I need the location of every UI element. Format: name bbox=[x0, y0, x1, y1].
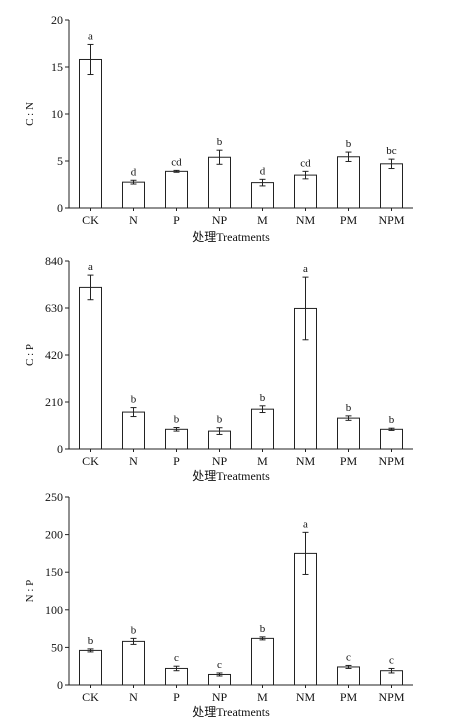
significance-letter: b bbox=[131, 624, 137, 636]
significance-letter: d bbox=[260, 165, 266, 177]
y-tick-label: 50 bbox=[51, 640, 63, 654]
x-tick-label: NM bbox=[296, 213, 316, 227]
bar bbox=[337, 666, 360, 686]
significance-letter: d bbox=[131, 166, 137, 178]
x-tick-label: NM bbox=[296, 690, 316, 704]
x-tick-label: NM bbox=[296, 454, 316, 468]
significance-letter: c bbox=[217, 659, 222, 671]
bar bbox=[380, 163, 403, 209]
x-tick-label: CK bbox=[82, 213, 99, 227]
chart-panel-cp: C : P 处理Treatments 0 210 420 630 840 a CK b Nb Pb… bbox=[24, 254, 413, 483]
y-tick-label: 630 bbox=[45, 301, 63, 315]
bar bbox=[337, 156, 360, 209]
significance-letter: a bbox=[88, 261, 93, 273]
bar bbox=[251, 182, 274, 209]
significance-letter: a bbox=[88, 30, 93, 42]
y-tick-label: 200 bbox=[45, 528, 63, 542]
y-tick-label: 15 bbox=[51, 60, 63, 74]
bar bbox=[294, 174, 317, 209]
chart-panel-cn: C : N 处理Treatments 0 5 10 15 20 a CK d Ncd Pb NP d M… bbox=[24, 13, 413, 244]
y-tick-label: 5 bbox=[57, 154, 63, 168]
bar bbox=[79, 286, 102, 450]
bar bbox=[251, 637, 274, 686]
bar bbox=[165, 170, 188, 209]
x-tick-label: N bbox=[129, 213, 138, 227]
significance-letter: b bbox=[389, 414, 395, 426]
y-tick-label: 10 bbox=[51, 107, 63, 121]
x-tick-label: NP bbox=[212, 454, 228, 468]
y-tick-label: 20 bbox=[51, 13, 63, 27]
bar bbox=[208, 156, 231, 209]
bar bbox=[165, 428, 188, 450]
bar bbox=[122, 411, 145, 450]
y-tick-label: 250 bbox=[45, 490, 63, 504]
x-tick-label: M bbox=[257, 690, 268, 704]
x-tick-label: PM bbox=[340, 454, 358, 468]
y-tick-label: 420 bbox=[45, 348, 63, 362]
significance-letter: b bbox=[88, 635, 94, 647]
x-tick-label: NP bbox=[212, 213, 228, 227]
significance-letter: b bbox=[260, 623, 266, 635]
x-axis-label: 处理Treatments bbox=[192, 469, 270, 483]
bar bbox=[122, 181, 145, 209]
x-tick-label: NP bbox=[212, 690, 228, 704]
bar bbox=[380, 428, 403, 450]
bar bbox=[251, 408, 274, 450]
x-tick-label: M bbox=[257, 454, 268, 468]
significance-letter: b bbox=[346, 138, 352, 150]
significance-letter: c bbox=[174, 652, 179, 664]
bar bbox=[337, 417, 360, 450]
y-tick-label: 840 bbox=[45, 254, 63, 268]
y-axis-label: N : P bbox=[24, 580, 36, 603]
significance-letter: cd bbox=[171, 156, 182, 168]
x-tick-label: NPM bbox=[378, 454, 404, 468]
significance-letter: a bbox=[303, 263, 308, 275]
significance-letter: b bbox=[260, 392, 266, 404]
x-axis-label: 处理Treatments bbox=[192, 705, 270, 719]
x-tick-label: N bbox=[129, 690, 138, 704]
significance-letter: b bbox=[217, 414, 223, 426]
x-axis-label: 处理Treatments bbox=[192, 230, 270, 244]
x-tick-label: P bbox=[173, 213, 180, 227]
chart-panel-np: N : P 处理Treatments 0 50 100 150 200 250 b CK b Nc… bbox=[24, 490, 413, 719]
x-tick-label: CK bbox=[82, 690, 99, 704]
y-tick-label: 0 bbox=[57, 678, 63, 692]
significance-letter: bc bbox=[386, 145, 397, 157]
x-tick-label: P bbox=[173, 690, 180, 704]
significance-letter: b bbox=[131, 394, 137, 406]
significance-letter: b bbox=[174, 414, 180, 426]
significance-letter: b bbox=[346, 402, 352, 414]
y-tick-label: 0 bbox=[57, 201, 63, 215]
y-axis-label: C : N bbox=[24, 102, 36, 126]
x-tick-label: NPM bbox=[378, 690, 404, 704]
significance-letter: c bbox=[346, 651, 351, 663]
significance-letter: a bbox=[303, 518, 308, 530]
bar bbox=[79, 649, 102, 686]
y-axis-label: C : P bbox=[24, 344, 36, 366]
significance-letter: c bbox=[389, 654, 394, 666]
significance-letter: cd bbox=[300, 157, 311, 169]
significance-letter: b bbox=[217, 136, 223, 148]
x-tick-label: P bbox=[173, 454, 180, 468]
y-tick-label: 210 bbox=[45, 395, 63, 409]
x-tick-label: N bbox=[129, 454, 138, 468]
x-tick-label: NPM bbox=[378, 213, 404, 227]
bar bbox=[122, 640, 145, 686]
x-tick-label: M bbox=[257, 213, 268, 227]
y-tick-label: 100 bbox=[45, 603, 63, 617]
x-tick-label: CK bbox=[82, 454, 99, 468]
bar bbox=[79, 58, 102, 209]
x-tick-label: PM bbox=[340, 213, 358, 227]
x-tick-label: PM bbox=[340, 690, 358, 704]
y-tick-label: 150 bbox=[45, 565, 63, 579]
y-tick-label: 0 bbox=[57, 442, 63, 456]
